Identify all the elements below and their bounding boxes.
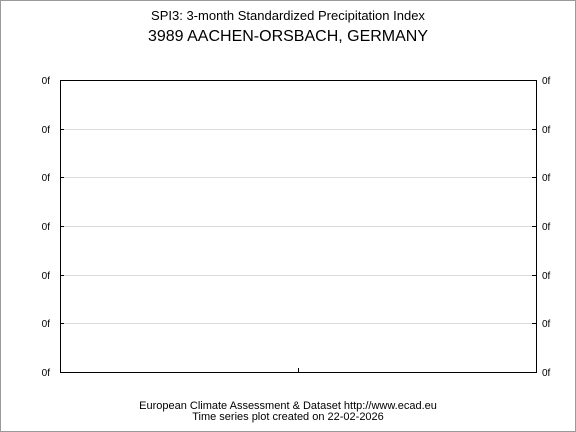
y-tick-label-left: 0f xyxy=(42,76,51,87)
y-tick-label-right: 0f xyxy=(542,222,551,233)
y-tick-label-right: 0f xyxy=(542,125,551,136)
y-tick-label-right: 0f xyxy=(542,319,551,330)
chart-subtitle: 3989 AACHEN-ORSBACH, GERMANY xyxy=(147,28,429,45)
chart-title: SPI3: 3-month Standardized Precipitation… xyxy=(151,8,425,23)
y-tick-label-right: 0f xyxy=(542,368,551,379)
footer-created: Time series plot created on 22-02-2026 xyxy=(192,411,384,423)
y-tick-label-left: 0f xyxy=(42,222,51,233)
y-tick-label-right: 0f xyxy=(542,271,551,282)
y-axis-ticks: 0f 0f 0f 0f 0f 0f 0f 0f 0f 0f 0f 0f 0f 0f xyxy=(42,76,551,379)
y-tick-label-right: 0f xyxy=(542,173,551,184)
y-tick-label-left: 0f xyxy=(42,173,51,184)
y-tick-label-left: 0f xyxy=(42,271,51,282)
grid-lines xyxy=(60,129,536,324)
y-tick-label-right: 0f xyxy=(542,76,551,87)
y-tick-label-left: 0f xyxy=(42,368,51,379)
y-tick-label-left: 0f xyxy=(42,319,51,330)
footer-source: European Climate Assessment & Dataset ht… xyxy=(139,400,437,412)
y-tick-label-left: 0f xyxy=(42,125,51,136)
